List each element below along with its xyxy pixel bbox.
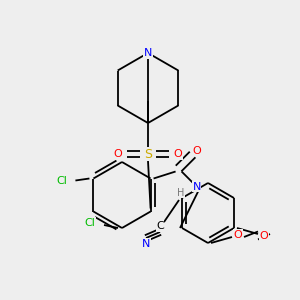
Text: C: C — [156, 221, 164, 231]
Text: Cl: Cl — [56, 176, 67, 187]
Text: O: O — [114, 149, 122, 159]
Text: N: N — [144, 48, 152, 58]
Text: O: O — [234, 230, 242, 240]
Text: Cl: Cl — [85, 218, 95, 228]
Text: O: O — [260, 231, 268, 241]
Text: O: O — [192, 146, 201, 155]
Text: N: N — [142, 239, 150, 249]
Text: O: O — [174, 149, 182, 159]
Text: H: H — [177, 188, 184, 197]
Text: S: S — [144, 148, 152, 160]
Text: N: N — [192, 182, 201, 191]
